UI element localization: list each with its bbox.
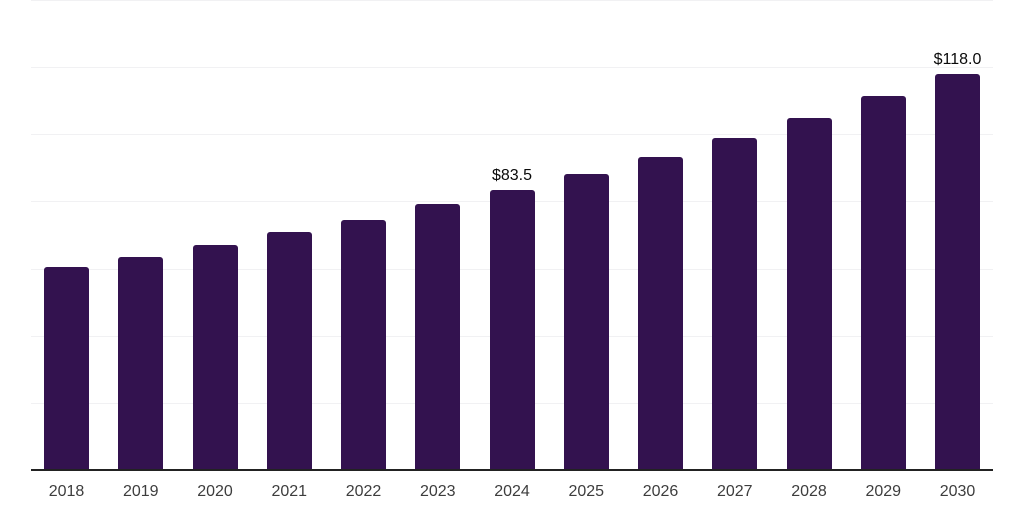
bar-2029 (860, 95, 906, 470)
x-tick-2026: 2026 (642, 483, 679, 500)
gridline (31, 0, 993, 1)
bar-column-2023 (415, 0, 461, 470)
x-tick-2022: 2022 (345, 483, 382, 500)
x-tick-2020: 2020 (197, 483, 233, 500)
bar-2024 (489, 189, 535, 470)
bar-2023 (415, 204, 461, 470)
x-tick-2024: 2024 (494, 483, 530, 500)
bar-2019 (118, 257, 164, 470)
x-tick-2018: 2018 (48, 483, 85, 500)
bar-column-2029 (860, 0, 906, 470)
x-tick-2023: 2023 (419, 483, 456, 500)
bar-2025 (563, 173, 609, 470)
bar-column-2022 (341, 0, 386, 470)
x-tick-labels: 2018 2019 2020 2021 2022 2023 2024 2025 2026 2027… (31, 482, 993, 502)
value-label-2030: $118.0 (933, 50, 982, 68)
plot-area: $83.5 $118.0 (31, 0, 993, 471)
bar-column-2030: $118.0 (933, 0, 982, 470)
x-tick-2030: 2030 (939, 483, 976, 500)
x-tick-2021: 2021 (271, 483, 308, 500)
bars-row: $83.5 $118.0 (31, 0, 993, 470)
bar-2022 (341, 219, 386, 470)
bar-column-2028 (786, 0, 832, 470)
bar-column-2025 (563, 0, 609, 470)
bar-column-2024: $83.5 (489, 0, 535, 470)
bar-2026 (638, 157, 683, 470)
x-tick-2025: 2025 (568, 483, 605, 500)
gridline (31, 67, 993, 69)
bar-2020 (192, 244, 238, 470)
x-tick-2027: 2027 (716, 483, 753, 500)
bar-column-2027 (712, 0, 758, 470)
bar-2018 (44, 267, 89, 470)
bar-column-2020 (192, 0, 238, 470)
x-axis-line (31, 469, 993, 471)
x-tick-2028: 2028 (791, 483, 827, 500)
value-label-2024: $83.5 (491, 166, 533, 184)
gridline (31, 134, 993, 136)
x-tick-2029: 2029 (865, 483, 902, 500)
bar-column-2018 (44, 0, 89, 470)
bar-column-2026 (638, 0, 683, 470)
bar-column-2019 (118, 0, 164, 470)
bar-2030 (935, 73, 980, 470)
x-tick-2019: 2019 (122, 483, 159, 500)
bar-2028 (786, 117, 832, 470)
bar-2021 (266, 232, 312, 470)
bar-column-2021 (266, 0, 312, 470)
bar-2027 (712, 138, 758, 470)
